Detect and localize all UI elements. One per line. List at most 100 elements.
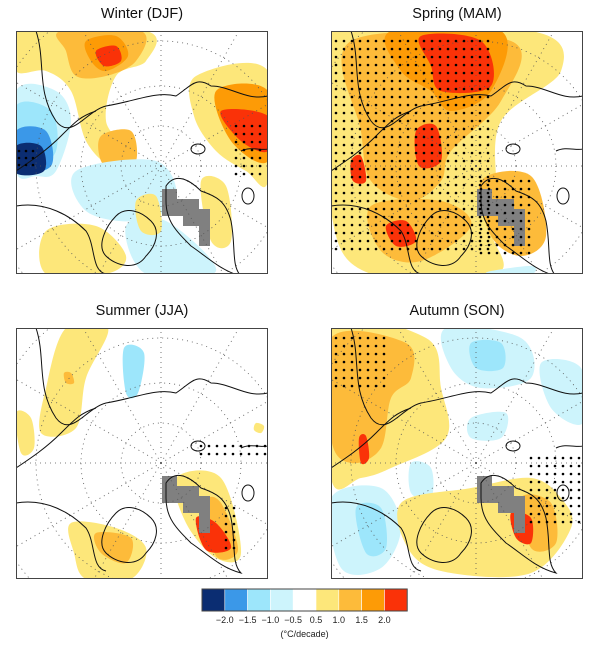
stipple-dot	[398, 111, 402, 115]
coastline-island	[190, 440, 206, 452]
stipple-dot	[398, 47, 402, 51]
stipple-dot	[446, 199, 450, 203]
stipple-dot	[430, 159, 434, 163]
stipple-dot	[486, 151, 490, 155]
stipple-dot	[454, 127, 458, 131]
stipple-dot	[366, 368, 370, 372]
stipple-dot	[258, 172, 262, 176]
coastline-archipelago	[416, 507, 472, 563]
graticule	[331, 328, 583, 579]
stipple-dot	[486, 111, 490, 115]
stipple-dot	[478, 103, 482, 107]
stipple-dot	[334, 344, 338, 348]
stipple-dot	[446, 223, 450, 227]
stipple-dot	[446, 79, 450, 83]
stipple-dot	[529, 520, 533, 524]
stipple-dot	[503, 187, 507, 191]
stipple-dot	[223, 452, 227, 456]
stipple-dot	[414, 95, 418, 99]
stipple-dot	[342, 79, 346, 83]
stipple-dot	[350, 239, 354, 243]
stipple-dot	[358, 71, 362, 75]
stipple-dot	[462, 239, 466, 243]
stipple-dot	[374, 55, 378, 59]
stipple-dot	[414, 167, 418, 171]
stipple-dot	[342, 376, 346, 380]
stipple-dot	[478, 167, 482, 171]
stipple-dot	[537, 480, 541, 484]
panel-frame	[331, 328, 583, 579]
stipple-dot	[422, 143, 426, 147]
stipple-dot	[334, 159, 338, 163]
stipple-dot	[495, 251, 499, 255]
stipple-dot	[527, 203, 531, 207]
stipple-dot	[398, 95, 402, 99]
stipple-dot	[454, 191, 458, 195]
stipple-dot	[242, 124, 246, 128]
stipple-dot	[446, 231, 450, 235]
graticule	[16, 31, 268, 274]
contour-hot-siberia	[95, 45, 122, 67]
stipple-dot	[479, 235, 483, 239]
stipple-dot	[414, 71, 418, 75]
stipple-dot	[561, 520, 565, 524]
stipple-dot	[545, 520, 549, 524]
stipple-dot	[487, 187, 491, 191]
stipple-dot	[250, 156, 254, 160]
stipple-dot	[358, 344, 362, 348]
stipple-dot	[478, 151, 482, 155]
stipple-dot	[31, 163, 35, 167]
stipple-dot	[382, 87, 386, 91]
stipple-dot	[503, 251, 507, 255]
stipple-dot	[430, 231, 434, 235]
stipple-dot	[470, 143, 474, 147]
stipple-dot	[422, 239, 426, 243]
contour-warm-west	[16, 410, 35, 456]
stipple-dot	[486, 199, 490, 203]
stipple-dot	[414, 79, 418, 83]
stipple-dot	[374, 231, 378, 235]
stipple-dot	[374, 376, 378, 380]
stipple-dot	[478, 159, 482, 163]
stipple-dot	[234, 172, 238, 176]
stipple-dot	[422, 127, 426, 131]
stipple-dot	[529, 480, 533, 484]
stipple-dot	[366, 167, 370, 171]
stipple-dot	[446, 47, 450, 51]
stipple-dot	[382, 167, 386, 171]
graticule	[331, 31, 583, 274]
stipple-dot	[382, 191, 386, 195]
stipple-dot	[334, 95, 338, 99]
stipple-dot	[438, 55, 442, 59]
stipple-dot	[487, 243, 491, 247]
stipple-dot	[406, 135, 410, 139]
stipple-dot	[406, 191, 410, 195]
stipple-dot	[486, 231, 490, 235]
stipple-dot	[255, 444, 259, 448]
stipple-dot	[406, 71, 410, 75]
colorbar-tick-label: −1.5	[239, 615, 257, 625]
coastline-eurasia	[350, 328, 583, 426]
stipple-dot	[342, 352, 346, 356]
stipple-dot	[462, 231, 466, 235]
stipple-dot	[519, 235, 523, 239]
stipple-dot	[366, 191, 370, 195]
stipple-dot	[374, 368, 378, 372]
stipple-dot	[406, 247, 410, 251]
stipple-dot	[374, 384, 378, 388]
panel-title-summer: Summer (JJA)	[95, 303, 189, 319]
stipple-dot	[258, 164, 262, 168]
stipple-dot	[503, 219, 507, 223]
stipple-dot	[545, 472, 549, 476]
stipple-dot	[414, 47, 418, 51]
stipple-dot	[537, 488, 541, 492]
stipple-dot	[511, 211, 515, 215]
stipple-dot	[398, 79, 402, 83]
stipple-dot	[350, 87, 354, 91]
stipple-dot	[479, 211, 483, 215]
stipple-dot	[342, 159, 346, 163]
coastline-island	[556, 484, 570, 502]
stipple-dot	[470, 79, 474, 83]
stipple-dot	[374, 87, 378, 91]
stipple-dot	[430, 71, 434, 75]
